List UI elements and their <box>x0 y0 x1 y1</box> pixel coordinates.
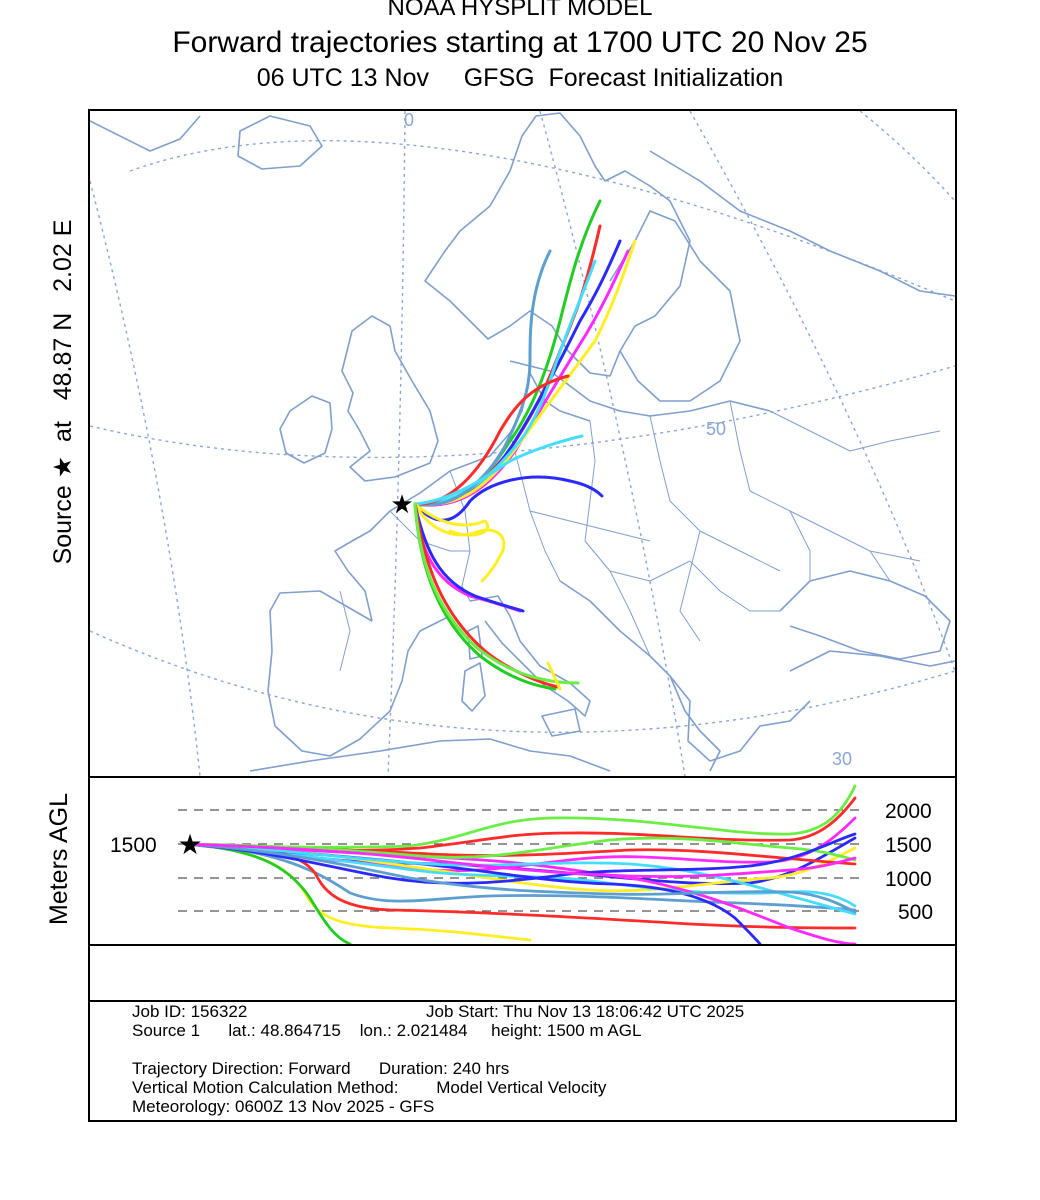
border-10 <box>609 570 651 657</box>
border-4 <box>649 415 781 572</box>
trajectory-13 <box>413 502 522 613</box>
trajectories <box>413 199 637 691</box>
start-star-icon: ★ <box>177 829 202 860</box>
parallel-60 <box>129 140 955 302</box>
lon-0-label: 0 <box>404 111 414 130</box>
ireland-coast <box>279 395 333 464</box>
graticule <box>90 111 955 776</box>
meridian-east3 <box>859 111 955 202</box>
profile-15 <box>186 842 857 916</box>
info-source: Source 1 lat.: 48.864715 lon.: 2.021484 … <box>132 1021 642 1040</box>
blacksea-coast <box>779 570 951 660</box>
trajectory-12 <box>413 502 489 537</box>
britain-coast <box>341 315 439 482</box>
trajectory-6 <box>413 259 597 506</box>
job-info-panel <box>88 1000 957 1122</box>
profile-14 <box>186 836 857 862</box>
profile-10 <box>186 842 352 944</box>
lat-50-label: 50 <box>706 419 726 439</box>
border-7 <box>389 510 470 552</box>
parallel-40 <box>90 630 955 733</box>
border-9 <box>529 510 651 542</box>
iberia-coast <box>267 590 451 757</box>
scandinavia-coast <box>424 112 691 377</box>
info-vertical-motion: Vertical Motion Calculation Method: Mode… <box>132 1078 607 1097</box>
balkans-coast <box>559 580 811 762</box>
profile-ticks: 2000 1500 1000 500 <box>885 800 933 924</box>
border-6 <box>769 410 941 452</box>
info-job-id: Job ID: 156322 <box>132 1002 248 1021</box>
profile-16 <box>186 832 857 885</box>
trajectory-map: 0 50 30 ★ <box>88 109 957 778</box>
turkey-coast <box>789 650 955 672</box>
lat-30-label: 30 <box>832 749 852 769</box>
trajectory-5 <box>413 239 637 507</box>
border-8 <box>339 590 351 672</box>
tick-1000: 1000 <box>885 868 932 891</box>
profile-18 <box>186 842 857 878</box>
trajectory-7 <box>413 249 552 507</box>
border-3 <box>584 420 691 582</box>
coastlines <box>90 112 955 772</box>
meridian-0 <box>387 111 406 776</box>
border-13 <box>869 550 891 582</box>
blank-panel <box>88 944 957 1002</box>
meridian-east2 <box>689 111 955 672</box>
profile-17 <box>186 842 857 914</box>
chart-title: Forward trajectories starting at 1700 UT… <box>172 26 868 59</box>
parallel-50 <box>90 365 955 459</box>
sardinia-coast <box>461 662 486 712</box>
trajectory-18 <box>546 661 562 691</box>
profile-ylabel: Meters AGL <box>45 793 73 925</box>
trajectory-14 <box>413 502 525 613</box>
profile-lines <box>186 784 857 944</box>
source-coordinates-label: Source ★ at 48.87 N 2.02 E <box>49 219 77 565</box>
border-2 <box>509 432 561 582</box>
border-11 <box>689 560 780 612</box>
start-height-label: 1500 <box>110 834 157 857</box>
arctic-coast <box>649 150 955 297</box>
baltic-coast <box>509 360 771 417</box>
tick-1500: 1500 <box>885 834 932 857</box>
north-africa-coast <box>249 738 611 772</box>
trajectory-10 <box>413 434 584 506</box>
trajectory-17 <box>413 502 580 685</box>
italy-coast <box>469 595 591 717</box>
meridian-east1 <box>539 111 686 776</box>
graticule-labels: 0 50 30 <box>404 111 852 769</box>
profile-2 <box>186 796 857 852</box>
greece-coast <box>669 675 721 772</box>
source-star-icon: ★ <box>390 489 413 519</box>
sicily-coast <box>541 708 581 737</box>
france-west-coast <box>334 510 391 622</box>
info-meteorology: Meteorology: 0600Z 13 Nov 2025 - GFS <box>132 1097 435 1116</box>
border-14 <box>679 530 701 642</box>
tick-2000: 2000 <box>885 800 932 823</box>
border-5 <box>729 400 921 562</box>
country-borders <box>339 400 941 672</box>
greenland-coast <box>90 115 201 152</box>
finland-coast <box>609 210 741 402</box>
map-svg: 0 50 30 ★ <box>90 111 955 776</box>
info-direction: Trajectory Direction: Forward Duration: … <box>132 1059 510 1078</box>
iceland-coast <box>237 115 323 170</box>
chart-subtitle: 06 UTC 13 Nov GFSG Forecast Initializati… <box>256 64 784 92</box>
trajectory-16 <box>413 502 560 689</box>
tick-500: 500 <box>898 901 933 924</box>
trajectory-11 <box>413 502 506 583</box>
model-name: NOAA HYSPLIT MODEL <box>387 0 653 21</box>
info-job-start: Job Start: Thu Nov 13 18:06:42 UTC 2025 <box>426 1002 745 1021</box>
meridian-west <box>90 180 201 776</box>
height-profile: 2000 1500 1000 500 1500 ★ <box>88 776 957 946</box>
border-12 <box>789 510 811 581</box>
profile-svg: 2000 1500 1000 500 1500 ★ <box>110 784 933 944</box>
profile-1 <box>186 784 857 849</box>
